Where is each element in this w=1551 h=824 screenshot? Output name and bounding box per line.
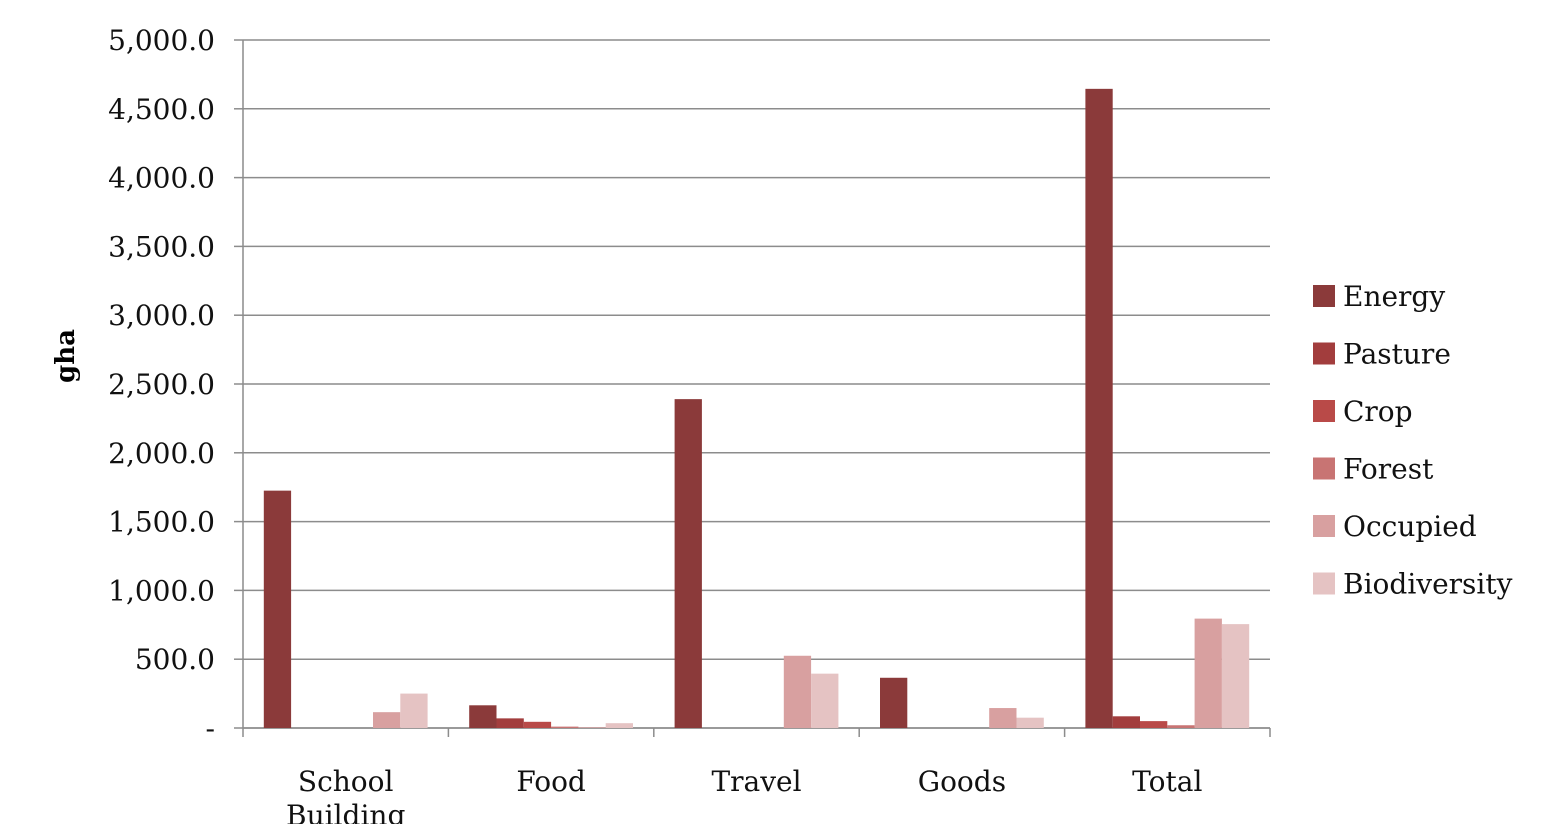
legend-swatch xyxy=(1313,400,1335,422)
x-axis-ticks: School Building Food Travel Goods Total xyxy=(286,765,1202,824)
bar xyxy=(469,705,497,728)
bar xyxy=(989,708,1017,728)
legend-label: Energy xyxy=(1343,280,1445,313)
legend-label: Pasture xyxy=(1343,338,1451,371)
bar xyxy=(1194,618,1222,728)
y-tick-label: 1,000.0 xyxy=(108,574,215,607)
x-tick-label: Travel xyxy=(711,765,801,798)
y-tick-label: 2,500.0 xyxy=(108,368,215,401)
legend-swatch xyxy=(1313,457,1335,480)
bar xyxy=(400,693,428,728)
legend-label: Biodiversity xyxy=(1343,568,1513,601)
legend: Energy Pasture Crop Forest Occupied Biodivers… xyxy=(1313,280,1513,601)
legend-swatch xyxy=(1313,515,1335,537)
legend-swatch xyxy=(1313,572,1335,595)
bar xyxy=(1221,624,1250,728)
y-tick-label: 1,500.0 xyxy=(108,506,215,539)
bars xyxy=(263,88,1250,728)
y-tick-label: 4,000.0 xyxy=(108,162,215,195)
y-tick-label: 5,000.0 xyxy=(108,24,215,57)
legend-swatch xyxy=(1313,285,1335,307)
y-axis-ticks: - 500.0 1,000.0 1,500.0 2,000.0 2,500.0 3,000.… xyxy=(108,24,215,745)
bar xyxy=(263,490,292,728)
x-tick-label: Total xyxy=(1132,765,1202,798)
y-tick-label: 3,000.0 xyxy=(108,299,215,332)
bar xyxy=(578,727,606,728)
bar xyxy=(1167,725,1195,728)
bar xyxy=(1112,716,1140,728)
legend-swatch xyxy=(1313,342,1335,365)
y-tick-label: - xyxy=(206,712,215,745)
legend-label: Crop xyxy=(1343,395,1413,428)
legend-label: Forest xyxy=(1343,453,1434,486)
bar xyxy=(1085,88,1113,728)
x-tick-label: Goods xyxy=(918,765,1006,798)
bar xyxy=(523,721,552,728)
bar xyxy=(674,399,702,728)
bar xyxy=(605,723,633,728)
x-tick-label: School Building xyxy=(286,765,405,824)
gridlines xyxy=(234,39,1271,737)
bar xyxy=(811,673,839,728)
y-tick-label: 500.0 xyxy=(135,643,215,676)
bar xyxy=(1016,717,1044,728)
bar xyxy=(373,712,401,728)
x-tick-label: Food xyxy=(516,765,586,798)
y-tick-label: 2,000.0 xyxy=(108,437,215,470)
bar xyxy=(1140,721,1168,728)
y-axis-label: gha xyxy=(51,329,81,383)
bar xyxy=(496,718,524,728)
bar xyxy=(783,655,812,728)
y-tick-label: 4,500.0 xyxy=(108,93,215,126)
bar xyxy=(551,726,579,728)
legend-label: Occupied xyxy=(1343,510,1477,543)
y-tick-label: 3,500.0 xyxy=(108,230,215,263)
bar xyxy=(880,677,908,728)
